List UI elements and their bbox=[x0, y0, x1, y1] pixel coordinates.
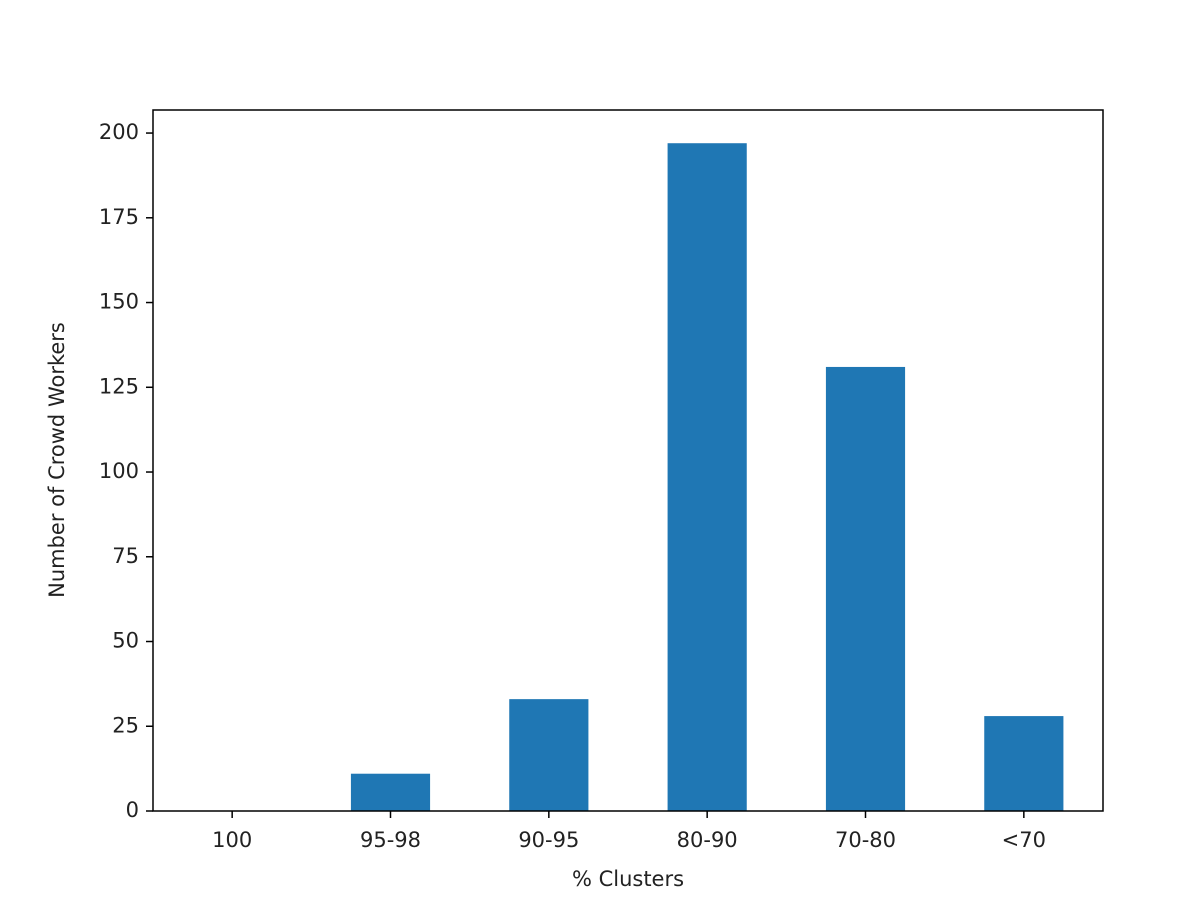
y-tick-label: 200 bbox=[99, 120, 139, 144]
plot-frame bbox=[152, 109, 1104, 812]
y-tick-label: 100 bbox=[99, 459, 139, 483]
y-tick-label: 25 bbox=[112, 713, 139, 737]
bar bbox=[825, 366, 906, 811]
bar bbox=[509, 699, 589, 811]
y-tick-label: 175 bbox=[99, 205, 139, 229]
x-tick-label: 95-98 bbox=[360, 828, 421, 852]
x-tick-label: 70-80 bbox=[835, 828, 896, 852]
x-axis-label: % Clusters bbox=[572, 867, 684, 891]
y-tick-label: 0 bbox=[126, 798, 139, 822]
y-tick-label: 150 bbox=[99, 290, 139, 314]
bar bbox=[350, 773, 431, 811]
bar bbox=[667, 143, 747, 811]
y-axis-label: Number of Crowd Workers bbox=[45, 322, 69, 598]
bar bbox=[984, 716, 1064, 811]
y-tick-label: 75 bbox=[112, 544, 139, 568]
y-tick-label: 125 bbox=[99, 374, 139, 398]
x-tick-label: 100 bbox=[212, 828, 252, 852]
y-tick-label: 50 bbox=[112, 629, 139, 653]
x-tick-label: 90-95 bbox=[518, 828, 579, 852]
x-tick-label: 80-90 bbox=[677, 828, 738, 852]
x-tick-label: <70 bbox=[1002, 828, 1046, 852]
